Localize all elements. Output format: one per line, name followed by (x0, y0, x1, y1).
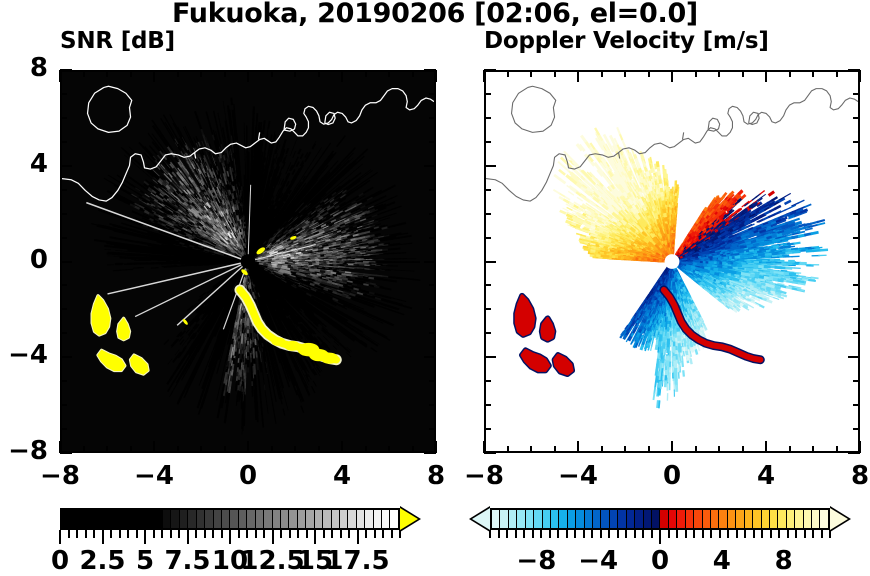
snr-beam-cell (308, 329, 313, 335)
snr-beam-cell (212, 129, 216, 136)
doppler-panel-title: Doppler Velocity [m/s] (484, 28, 769, 54)
snr-radar-canvas (62, 72, 434, 451)
snr-beam-cell (400, 261, 408, 263)
snr-panel-title: SNR [dB] (60, 28, 175, 54)
snr-echo-group (62, 85, 434, 435)
figure-suptitle: Fukuoka, 20190206 [02:06, el=0.0] (0, 0, 870, 29)
snr-beam-cell (406, 261, 414, 263)
snr-beam-cell (375, 261, 383, 263)
snr-beam-cell (393, 261, 402, 263)
snr-beam-cell (381, 261, 390, 263)
snr-beam-cell (151, 119, 157, 127)
snr-beam-cell (198, 154, 202, 160)
snr-beam-cell (369, 261, 377, 263)
snr-beam-cell (387, 261, 396, 263)
snr-beam-cell (412, 261, 420, 263)
